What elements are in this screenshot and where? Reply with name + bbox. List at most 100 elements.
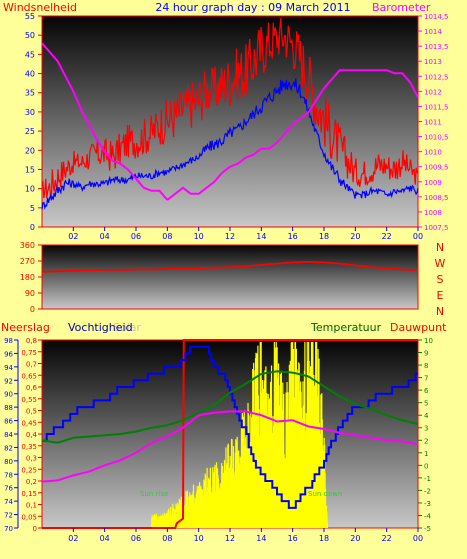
x-tick-label: 20 <box>350 232 360 241</box>
rain-tick-label: 0,55 <box>21 396 37 404</box>
y-tick-label: 1007,5 <box>424 224 449 232</box>
temp-tick-label: 7 <box>424 375 428 383</box>
rain-tick-label: 0,05 <box>21 513 37 521</box>
dewpoint-axis-label: Dauwpunt <box>390 321 447 334</box>
y-tick-label: 1013,5 <box>424 43 449 51</box>
rain-tick-label: 0,4 <box>26 431 38 439</box>
x-tick-label: 14 <box>256 534 266 543</box>
temp-tick-label: 8 <box>424 362 428 370</box>
x-tick-label: 18 <box>319 232 329 241</box>
rain-tick-label: 0,1 <box>26 502 37 510</box>
series-line-2 <box>41 42 419 201</box>
y-tick-label: 0 <box>30 305 35 314</box>
y-tick-label: 1014 <box>424 28 442 36</box>
temp-tick-label: 9 <box>424 350 428 358</box>
y-tick-label: 1008 <box>424 209 442 217</box>
y-tick-label: 20 <box>25 146 35 155</box>
temperature-axis-label: Temperatuur <box>310 321 382 334</box>
temp-tick-label: 5 <box>424 400 428 408</box>
compass-letter: S <box>437 273 444 286</box>
series-line-1 <box>41 78 419 210</box>
x-tick-label: 12 <box>225 534 235 543</box>
humidity-tick-label: 98 <box>4 337 13 345</box>
wind-barometer-plot-area <box>41 15 419 228</box>
x-tick-label: 02 <box>68 534 78 543</box>
y-tick-label: 1014,5 <box>424 13 449 21</box>
temp-tick-label: -5 <box>424 525 431 533</box>
humidity-tick-label: 76 <box>4 485 13 493</box>
compass-letter: N <box>436 305 444 318</box>
sunset-note: Sun down <box>308 490 342 498</box>
compass-letter: N <box>436 241 444 254</box>
humidity-tick-label: 78 <box>4 471 13 479</box>
rain-tick-label: 0,25 <box>21 466 37 474</box>
wind-speed-axis-label: Windsnelheid <box>3 1 77 14</box>
compass-letter: W <box>435 257 446 270</box>
y-tick-label: 1012 <box>424 88 442 96</box>
x-tick-label: 14 <box>256 232 266 241</box>
series-line-0 <box>41 18 419 199</box>
temp-tick-label: 0 <box>424 462 428 470</box>
x-tick-label: 00 <box>413 232 423 241</box>
rain-tick-label: 0,35 <box>21 443 37 451</box>
x-tick-label: 06 <box>131 534 141 543</box>
rain-tick-label: 0,45 <box>21 419 37 427</box>
x-tick-label: 16 <box>288 232 298 241</box>
humidity-tick-label: 74 <box>4 498 13 506</box>
y-tick-label: 30 <box>25 108 35 117</box>
barometer-axis-label: Barometer <box>372 1 431 14</box>
humidity-tick-label: 82 <box>4 444 13 452</box>
y-tick-label: 45 <box>25 50 35 59</box>
y-tick-label: 5 <box>30 204 35 213</box>
temp-tick-label: 6 <box>424 387 429 395</box>
rain-tick-label: 0,2 <box>26 478 37 486</box>
rain-tick-label: 0,65 <box>21 372 37 380</box>
temp-tick-label: 2 <box>424 437 428 445</box>
y-tick-label: 1012,5 <box>424 73 449 81</box>
y-tick-label: 50 <box>25 31 35 40</box>
rain-tick-label: 0 <box>33 525 37 533</box>
rain-tick-label: 0,5 <box>26 408 37 416</box>
humidity-tick-label: 92 <box>4 377 13 385</box>
humidity-tick-label: 86 <box>4 418 13 426</box>
chart-title: 24 hour graph day : 09 March 2011 <box>155 1 350 14</box>
wind-direction-plot-area <box>41 244 419 310</box>
rain-tick-label: 0,8 <box>26 337 37 345</box>
rain-axis-label: Neerslag <box>1 321 50 334</box>
x-tick-label: 16 <box>288 534 298 543</box>
y-tick-label: 40 <box>25 70 35 79</box>
humidity-tick-label: 70 <box>4 525 13 533</box>
solar-axis-label: Solar <box>113 321 142 334</box>
x-tick-label: 04 <box>100 534 110 543</box>
y-tick-label: 1013 <box>424 58 442 66</box>
y-tick-label: 1011 <box>424 119 442 127</box>
temp-tick-label: 10 <box>424 337 433 345</box>
y-tick-label: 1009 <box>424 179 442 187</box>
x-tick-label: 12 <box>225 232 235 241</box>
y-tick-label: 1008,5 <box>424 194 449 202</box>
temp-tick-label: -1 <box>424 475 431 483</box>
temp-tick-label: -2 <box>424 487 431 495</box>
humidity-tick-label: 80 <box>4 458 13 466</box>
humidity-tick-label: 72 <box>4 512 13 520</box>
humidity-tick-label: 96 <box>4 350 13 358</box>
rain-tick-label: 0,75 <box>21 349 37 357</box>
humidity-tick-label: 94 <box>4 364 13 372</box>
x-tick-label: 00 <box>413 534 423 543</box>
x-tick-label: 06 <box>131 232 141 241</box>
rain-tick-label: 0,3 <box>26 455 37 463</box>
temp-tick-label: 4 <box>424 412 429 420</box>
compass-letter: E <box>437 289 444 302</box>
rain-tick-label: 0,6 <box>26 384 38 392</box>
humidity-axis-label: Vochtigheid <box>68 321 133 334</box>
direction-line <box>41 260 417 273</box>
x-tick-label: 10 <box>194 232 204 241</box>
y-tick-label: 25 <box>25 127 35 136</box>
y-tick-label: 55 <box>25 12 35 21</box>
y-tick-label: 1010 <box>424 149 442 157</box>
y-tick-label: 15 <box>25 165 35 174</box>
humidity-tick-label: 84 <box>4 431 13 439</box>
y-tick-label: 360 <box>20 241 35 250</box>
y-tick-label: 1011,5 <box>424 103 449 111</box>
